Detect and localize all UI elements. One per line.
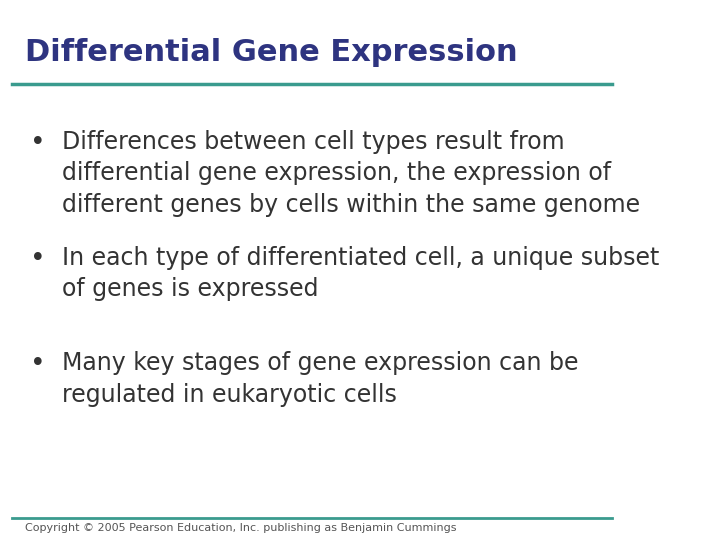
Text: Copyright © 2005 Pearson Education, Inc. publishing as Benjamin Cummings: Copyright © 2005 Pearson Education, Inc.…	[25, 523, 456, 533]
Text: Differences between cell types result from
differential gene expression, the exp: Differences between cell types result fr…	[63, 130, 641, 217]
Text: •: •	[30, 351, 45, 377]
Text: In each type of differentiated cell, a unique subset
of genes is expressed: In each type of differentiated cell, a u…	[63, 246, 660, 301]
Text: Many key stages of gene expression can be
regulated in eukaryotic cells: Many key stages of gene expression can b…	[63, 351, 579, 407]
Text: Differential Gene Expression: Differential Gene Expression	[25, 38, 518, 67]
Text: •: •	[30, 130, 45, 156]
Text: •: •	[30, 246, 45, 272]
